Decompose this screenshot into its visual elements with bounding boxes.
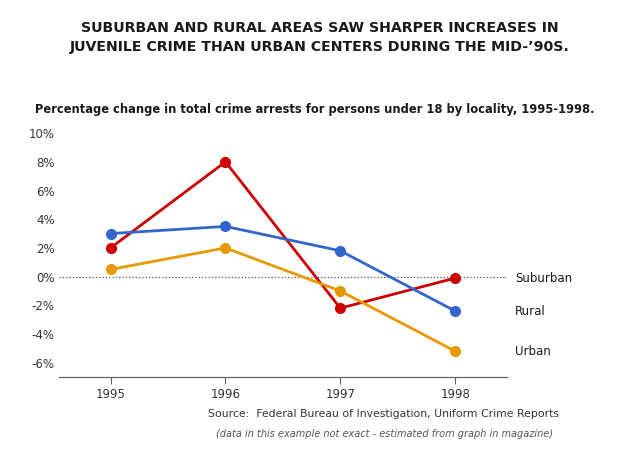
Text: Urban: Urban	[515, 345, 550, 358]
Text: Rural: Rural	[515, 304, 546, 318]
Text: Source:  Federal Bureau of Investigation, Uniform Crime Reports: Source: Federal Bureau of Investigation,…	[209, 409, 559, 419]
Text: Percentage change in total crime arrests for persons under 18 by locality, 1995-: Percentage change in total crime arrests…	[35, 103, 595, 116]
Text: SUBURBAN AND RURAL AREAS SAW SHARPER INCREASES IN
JUVENILE CRIME THAN URBAN CENT: SUBURBAN AND RURAL AREAS SAW SHARPER INC…	[70, 21, 570, 54]
Text: (data in this example not exact - estimated from graph in magazine): (data in this example not exact - estima…	[216, 429, 552, 439]
Text: Suburban: Suburban	[515, 271, 572, 285]
